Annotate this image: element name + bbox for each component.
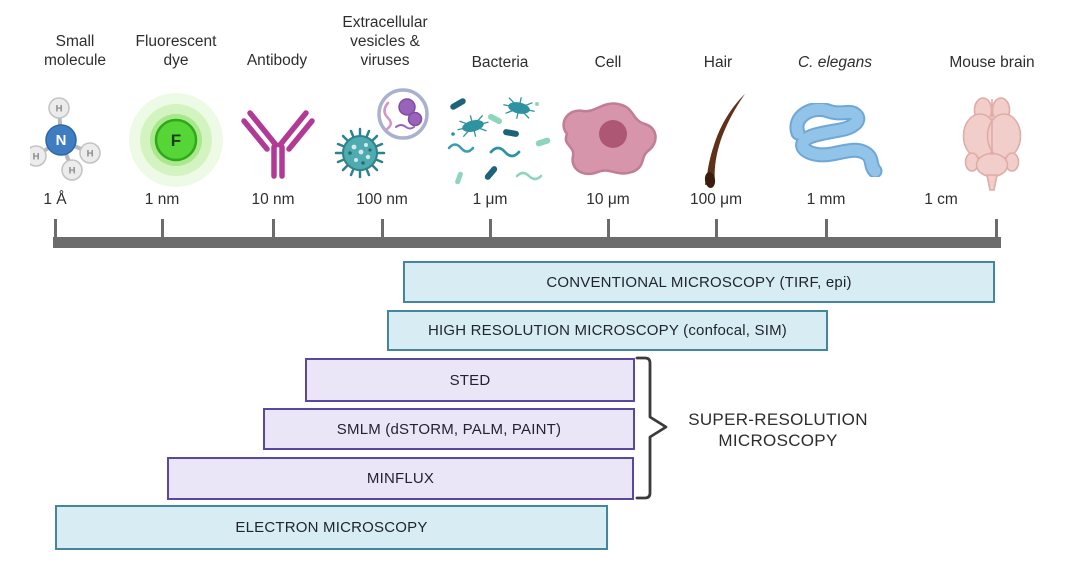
object-label-fluorescent-dye: Fluorescent dye	[135, 33, 217, 69]
bar-label: SMLM (dSTORM, PALM, PAINT)	[336, 420, 562, 438]
size-label-10um: 10 μm	[586, 191, 630, 208]
bar-sted: STED	[305, 358, 635, 402]
tick-mark	[489, 219, 492, 239]
size-label-1nm: 1 nm	[144, 191, 180, 208]
bar-minflux: MINFLUX	[167, 457, 634, 500]
svg-text:H: H	[56, 104, 63, 115]
svg-text:N: N	[56, 132, 67, 149]
bar-label: ELECTRON MICROSCOPY	[235, 519, 428, 536]
bar-label: CONVENTIONAL MICROSCOPY (TIRF, epi)	[546, 273, 852, 291]
svg-text:F: F	[171, 131, 181, 150]
tick-mark	[54, 219, 57, 239]
tick-mark	[607, 219, 610, 239]
cell-icon	[562, 102, 657, 176]
size-label-1cm: 1 cm	[924, 191, 958, 208]
bar-label: MINFLUX	[366, 470, 435, 487]
mouse-brain-icon	[962, 97, 1022, 191]
tick-mark	[715, 219, 718, 239]
antibody-icon	[241, 110, 315, 179]
object-label-mouse-brain: Mouse brain	[949, 54, 1035, 71]
bar-conventional-microscopy: CONVENTIONAL MICROSCOPY (TIRF, epi)	[403, 261, 995, 303]
object-label-small-molecule: Small molecule	[43, 33, 107, 69]
scale-axis-bar	[53, 237, 1001, 248]
hair-icon	[704, 94, 745, 188]
object-label-c-elegans: C. elegans	[797, 54, 873, 71]
svg-text:H: H	[87, 149, 94, 160]
vesicles-viruses-icon	[334, 88, 429, 179]
size-label-10nm: 10 nm	[251, 191, 295, 208]
size-label-angstrom: 1 Å	[43, 191, 67, 208]
object-label-hair: Hair	[703, 54, 733, 71]
object-label-cell: Cell	[594, 54, 622, 71]
size-label-100nm: 100 nm	[356, 191, 408, 208]
bar-label: STED	[449, 371, 491, 389]
tick-mark	[161, 219, 164, 239]
size-label-1um: 1 μm	[472, 191, 508, 208]
bacteria-icon	[447, 97, 551, 185]
super-resolution-group-label: SUPER-RESOLUTION MICROSCOPY	[688, 410, 868, 450]
object-label-vesicles-viruses: Extracellular vesicles & viruses	[342, 14, 428, 69]
svg-text:H: H	[69, 166, 76, 177]
bar-electron-microscopy: ELECTRON MICROSCOPY	[55, 505, 608, 550]
size-label-100um: 100 μm	[689, 191, 742, 208]
object-label-bacteria: Bacteria	[471, 54, 529, 71]
tick-mark	[272, 219, 275, 239]
c-elegans-icon	[789, 103, 883, 177]
bar-label: HIGH RESOLUTION MICROSCOPY (confocal, SI…	[427, 322, 788, 339]
size-label-1mm: 1 mm	[806, 191, 846, 208]
molecule-icon: N H H H H	[30, 97, 101, 181]
tick-mark	[995, 219, 998, 239]
tick-mark	[825, 219, 828, 239]
svg-text:H: H	[33, 152, 40, 163]
tick-mark	[381, 219, 384, 239]
super-resolution-bracket-icon	[635, 356, 668, 500]
bar-high-resolution-microscopy: HIGH RESOLUTION MICROSCOPY (confocal, SI…	[387, 310, 828, 351]
fluorescent-dye-icon: F	[129, 93, 223, 187]
object-label-antibody: Antibody	[246, 52, 308, 69]
bar-smlm: SMLM (dSTORM, PALM, PAINT)	[263, 408, 635, 450]
